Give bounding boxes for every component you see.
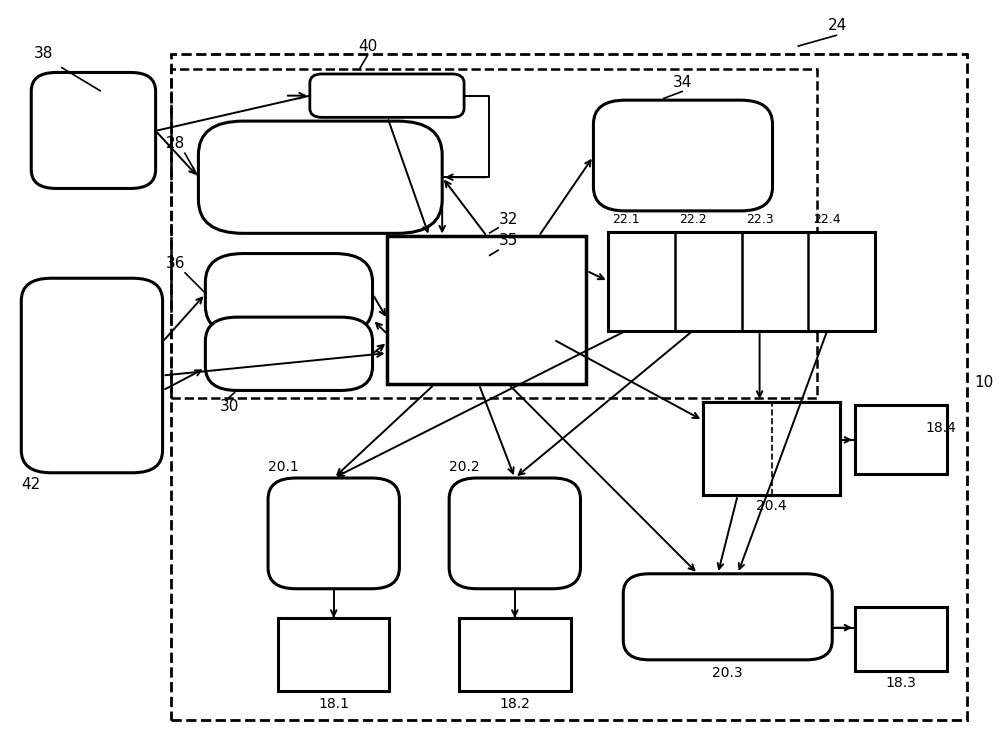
FancyBboxPatch shape [593,100,773,211]
Text: 20.1: 20.1 [268,460,299,475]
Text: 40: 40 [358,39,377,54]
Text: 22.2: 22.2 [679,213,707,226]
Text: 20.4: 20.4 [756,499,787,513]
Text: 35: 35 [499,234,518,249]
Text: 18.3: 18.3 [885,677,916,690]
Text: 24: 24 [828,18,847,33]
FancyBboxPatch shape [21,278,163,473]
Bar [703,402,840,495]
Bar [855,608,947,671]
Bar [459,618,571,691]
Text: 22.1: 22.1 [612,213,640,226]
Bar [703,402,840,495]
Text: 36: 36 [166,256,185,271]
Text: 38: 38 [34,47,54,62]
Bar [387,237,447,385]
Bar [387,237,586,385]
Text: 20.3: 20.3 [712,666,743,680]
Text: 18.2: 18.2 [499,697,530,711]
FancyBboxPatch shape [31,72,156,189]
Text: 22.4: 22.4 [813,213,841,226]
Text: 42: 42 [21,477,41,491]
Text: 30: 30 [220,400,240,415]
FancyBboxPatch shape [205,317,373,391]
Text: 32: 32 [499,213,518,228]
Bar [608,232,875,330]
FancyBboxPatch shape [449,478,580,589]
Text: 28: 28 [166,136,185,151]
FancyBboxPatch shape [623,574,832,660]
Text: 20.2: 20.2 [449,460,480,475]
Text: 10: 10 [975,376,994,391]
Bar [171,54,967,719]
Text: 18.1: 18.1 [318,697,349,711]
Text: 34: 34 [673,74,693,89]
Bar [855,406,947,475]
Bar [171,69,817,398]
FancyBboxPatch shape [310,74,464,117]
FancyBboxPatch shape [268,478,399,589]
FancyBboxPatch shape [198,121,442,234]
Text: 18.4: 18.4 [926,421,957,435]
Text: 22.3: 22.3 [746,213,773,226]
FancyBboxPatch shape [205,254,373,334]
Bar [278,618,389,691]
